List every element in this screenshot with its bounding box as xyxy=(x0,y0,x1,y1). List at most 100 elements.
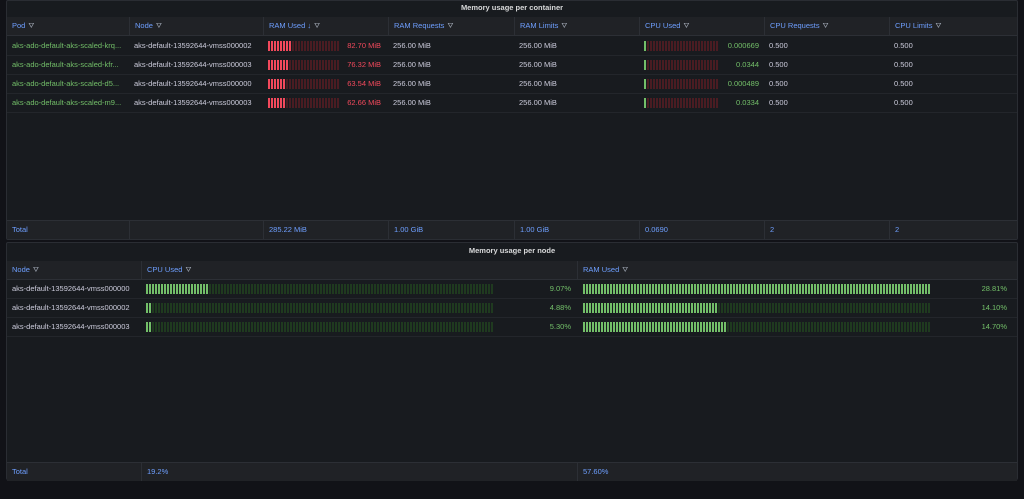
gauge-segment xyxy=(251,322,253,332)
gauge-segment xyxy=(286,60,288,70)
node-name: aks-default-13592644-vmss000000 xyxy=(12,284,130,293)
funnel-icon[interactable]: ⛛ xyxy=(683,23,690,30)
gauge-segment xyxy=(446,303,448,313)
table-row[interactable]: aks-ado-default-aks-scaled-d5... aks-defa… xyxy=(7,74,1017,94)
gauge-segment xyxy=(799,322,801,332)
funnel-icon[interactable]: ⛛ xyxy=(822,23,829,30)
column-header-cpu-requests[interactable]: CPU Requests ⛛ xyxy=(764,17,889,35)
gauge-segment xyxy=(928,322,930,332)
gauge-segment xyxy=(479,303,481,313)
column-header-cpu-used[interactable]: CPU Used ⛛ xyxy=(639,17,764,35)
gauge-segment xyxy=(182,284,184,294)
funnel-icon[interactable]: ⛛ xyxy=(447,23,454,30)
gauge-segment xyxy=(730,322,732,332)
gauge-segment xyxy=(631,322,633,332)
gauge-segment xyxy=(844,284,846,294)
gauge-segment xyxy=(350,303,352,313)
column-header-pod[interactable]: Pod ⛛ xyxy=(7,17,129,35)
gauge-segment xyxy=(295,98,297,108)
gauge-segment xyxy=(877,303,879,313)
gauge-segment xyxy=(677,60,679,70)
node-name: aks-default-13592644-vmss000002 xyxy=(12,303,130,312)
column-header-node[interactable]: Node ⛛ xyxy=(7,261,141,279)
gauge-segment xyxy=(389,284,391,294)
column-header-node[interactable]: Node ⛛ xyxy=(129,17,263,35)
gauge-segment xyxy=(338,322,340,332)
column-header-ram-used[interactable]: RAM Used ↓ ⛛ xyxy=(263,17,388,35)
pod-name[interactable]: aks-ado-default-aks-scaled-m9... xyxy=(12,98,122,107)
gauge-segment xyxy=(269,303,271,313)
gauge-segment xyxy=(275,322,277,332)
gauge-segment xyxy=(604,322,606,332)
gauge-segment xyxy=(730,284,732,294)
table-footer: Total 19.2% 57.60% xyxy=(7,462,1017,481)
gauge-segment xyxy=(691,322,693,332)
ram-requests-value: 256.00 MiB xyxy=(393,41,431,50)
funnel-icon[interactable]: ⛛ xyxy=(561,23,568,30)
gauge-segment xyxy=(236,303,238,313)
gauge-segment xyxy=(398,303,400,313)
table-row[interactable]: aks-ado-default-aks-scaled-krq... aks-def… xyxy=(7,36,1017,56)
funnel-icon[interactable]: ⛛ xyxy=(935,23,942,30)
table-row[interactable]: aks-default-13592644-vmss000003 5.30% 14.7… xyxy=(7,317,1017,337)
funnel-icon[interactable]: ⛛ xyxy=(185,267,192,274)
gauge-segment xyxy=(724,284,726,294)
funnel-icon[interactable]: ⛛ xyxy=(28,23,35,30)
gauge-segment xyxy=(179,322,181,332)
table-row[interactable]: aks-ado-default-aks-scaled-kfr... aks-def… xyxy=(7,55,1017,75)
gauge-segment xyxy=(656,79,658,89)
gauge-segment xyxy=(272,303,274,313)
gauge-segment xyxy=(272,284,274,294)
gauge-segment xyxy=(868,322,870,332)
gauge-segment xyxy=(683,79,685,89)
table-row[interactable]: aks-default-13592644-vmss000000 9.07% 28.8… xyxy=(7,279,1017,299)
gauge-segment xyxy=(640,322,642,332)
gauge-segment xyxy=(188,322,190,332)
gauge-segment xyxy=(709,284,711,294)
gauge-bar xyxy=(146,322,495,332)
gauge-segment xyxy=(320,303,322,313)
gauge-segment xyxy=(286,79,288,89)
funnel-icon[interactable]: ⛛ xyxy=(622,267,629,274)
gauge-segment xyxy=(335,284,337,294)
gauge-segment xyxy=(158,303,160,313)
gauge-segment xyxy=(694,303,696,313)
pod-name[interactable]: aks-ado-default-aks-scaled-d5... xyxy=(12,79,120,88)
gauge-segment xyxy=(473,284,475,294)
gauge-segment xyxy=(697,303,699,313)
gauge-segment xyxy=(748,284,750,294)
table-row[interactable]: aks-ado-default-aks-scaled-m9... aks-defa… xyxy=(7,93,1017,113)
gauge-segment xyxy=(853,284,855,294)
total-label: Total xyxy=(12,225,28,234)
gauge-segment xyxy=(707,79,709,89)
column-header-cpu-limits[interactable]: CPU Limits ⛛ xyxy=(889,17,1017,35)
funnel-icon[interactable]: ⛛ xyxy=(155,23,162,30)
pod-name[interactable]: aks-ado-default-aks-scaled-kfr... xyxy=(12,60,119,69)
sort-desc-icon[interactable]: ↓ xyxy=(305,21,312,30)
gauge-segment xyxy=(898,284,900,294)
gauge-segment xyxy=(332,303,334,313)
funnel-icon[interactable]: ⛛ xyxy=(314,23,320,30)
gauge-segment xyxy=(212,284,214,294)
gauge-segment xyxy=(326,322,328,332)
column-header-ram-limits[interactable]: RAM Limits ⛛ xyxy=(514,17,639,35)
gauge-segment xyxy=(239,322,241,332)
column-header-label: RAM Requests xyxy=(394,21,445,30)
gauge-segment xyxy=(280,79,282,89)
column-header-ram-requests[interactable]: RAM Requests ⛛ xyxy=(388,17,514,35)
gauge-segment xyxy=(745,303,747,313)
gauge-segment xyxy=(206,322,208,332)
gauge-segment xyxy=(701,98,703,108)
funnel-icon[interactable]: ⛛ xyxy=(32,267,39,274)
gauge-segment xyxy=(161,303,163,313)
gauge-segment xyxy=(751,284,753,294)
table-row[interactable]: aks-default-13592644-vmss000002 4.88% 14.1… xyxy=(7,298,1017,318)
column-header-cpu-used[interactable]: CPU Used ⛛ xyxy=(141,261,577,279)
gauge-segment xyxy=(683,41,685,51)
pod-name[interactable]: aks-ado-default-aks-scaled-krq... xyxy=(12,41,122,50)
gauge-segment xyxy=(374,303,376,313)
gauge-segment xyxy=(274,60,276,70)
gauge-segment xyxy=(170,284,172,294)
gauge-segment xyxy=(656,60,658,70)
column-header-ram-used[interactable]: RAM Used ⛛ xyxy=(577,261,1017,279)
